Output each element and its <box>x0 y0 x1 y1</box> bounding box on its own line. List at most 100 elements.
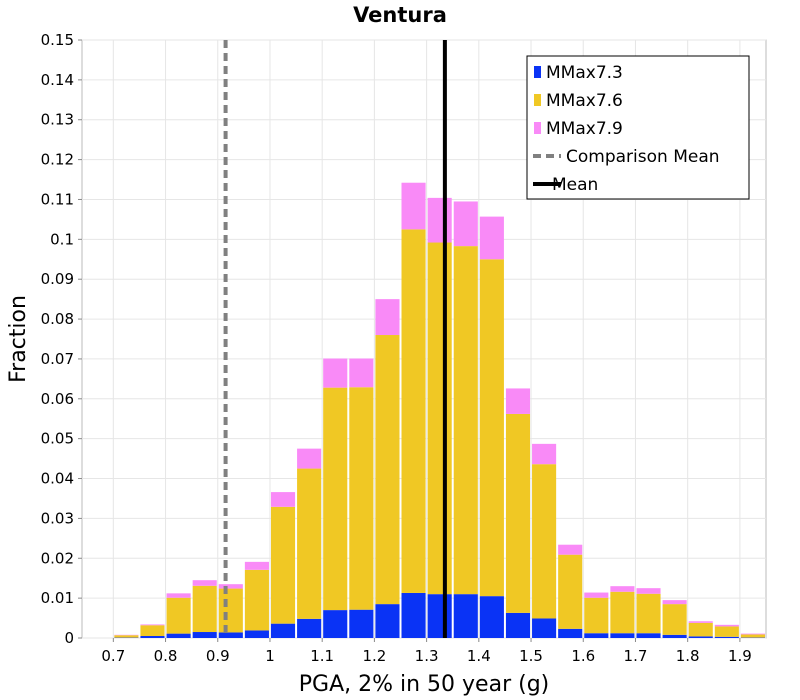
bar-mmax7-3 <box>479 596 504 638</box>
x-tick-label: 1.6 <box>571 647 595 665</box>
bar-mmax7-9 <box>401 182 426 230</box>
x-tick-label: 0.7 <box>101 647 125 665</box>
y-tick-label: 0.02 <box>41 549 74 567</box>
x-axis-ticks: 0.7 0.8 0.9 1 1.1 1.2 1.3 1.4 1.5 1.6 1.7 1.8 1.9 <box>101 638 752 665</box>
bar-mmax7-9 <box>453 201 478 247</box>
x-tick-label: 1.5 <box>519 647 543 665</box>
y-tick-label: 0.08 <box>41 310 74 328</box>
bar-mmax7-9 <box>714 624 739 627</box>
y-axis-ticks: 0 0.01 0.02 0.03 0.04 0.05 0.06 0.07 0.08 0.09 0.1… <box>41 31 82 647</box>
bar-mmax7-3 <box>218 632 243 638</box>
legend-label: Mean <box>552 175 598 195</box>
chart-title: Ventura <box>353 3 447 27</box>
bar-mmax7-6 <box>349 387 374 610</box>
bar-mmax7-9 <box>244 561 269 570</box>
bar-mmax7-9 <box>297 448 322 469</box>
bar-mmax7-6 <box>244 569 269 631</box>
legend-swatch <box>534 122 541 134</box>
bar-mmax7-9 <box>349 358 374 388</box>
bar-mmax7-9 <box>558 544 583 555</box>
bar-mmax7-9 <box>427 197 452 243</box>
x-axis-label: PGA, 2% in 50 year (g) <box>299 672 550 697</box>
legend-swatch <box>534 94 541 106</box>
bar-mmax7-6 <box>688 622 713 637</box>
bar-mmax7-6 <box>532 464 557 619</box>
bar-mmax7-9 <box>688 621 713 623</box>
y-tick-label: 0.05 <box>41 430 74 448</box>
y-tick-label: 0.06 <box>41 390 74 408</box>
bar-mmax7-9 <box>140 624 165 626</box>
x-tick-label: 1.9 <box>728 647 752 665</box>
bar-mmax7-6 <box>453 246 478 595</box>
bar-mmax7-6 <box>427 242 452 595</box>
bar-mmax7-9 <box>192 580 217 586</box>
y-tick-label: 0.07 <box>41 350 74 368</box>
bar-mmax7-9 <box>532 443 557 465</box>
y-axis-label: Fraction <box>6 295 31 383</box>
bar-mmax7-6 <box>166 597 191 634</box>
legend-label: MMax7.3 <box>546 63 623 83</box>
bar-mmax7-3 <box>166 633 191 638</box>
bar-mmax7-9 <box>740 633 765 635</box>
x-tick-label: 1.7 <box>624 647 648 665</box>
bar-mmax7-9 <box>270 492 296 507</box>
bar-mmax7-3 <box>427 594 452 638</box>
bar-mmax7-3 <box>532 618 557 638</box>
bar-mmax7-3 <box>636 633 661 638</box>
bar-mmax7-3 <box>505 612 531 638</box>
bar-mmax7-9 <box>375 299 400 336</box>
bar-mmax7-3 <box>323 610 348 638</box>
y-tick-label: 0.03 <box>41 509 74 527</box>
legend-box <box>526 55 750 200</box>
bar-mmax7-9 <box>662 600 687 605</box>
x-tick-label: 1.1 <box>310 647 334 665</box>
y-tick-label: 0.1 <box>50 230 74 248</box>
bar-mmax7-6 <box>740 634 765 638</box>
bar-mmax7-6 <box>218 588 243 633</box>
legend: MMax7.3 MMax7.6 MMax7.9 Comparison Mean Mean <box>526 55 750 200</box>
bar-mmax7-3 <box>688 636 713 638</box>
bar-mmax7-6 <box>584 597 609 634</box>
bar-mmax7-6 <box>662 604 687 635</box>
legend-label: MMax7.9 <box>546 119 623 139</box>
x-tick-label: 0.8 <box>154 647 178 665</box>
y-tick-label: 0.09 <box>41 270 74 288</box>
y-tick-label: 0.11 <box>41 190 74 208</box>
bar-mmax7-9 <box>323 358 348 388</box>
x-tick-label: 1.3 <box>415 647 439 665</box>
legend-label: Comparison Mean <box>566 147 720 167</box>
mean-lines <box>223 40 447 638</box>
bar-mmax7-3 <box>297 618 322 638</box>
bar-mmax7-3 <box>192 632 217 638</box>
bar-mmax7-3 <box>714 636 739 638</box>
bar-mmax7-6 <box>192 585 217 633</box>
bar-mmax7-9 <box>610 586 635 592</box>
bar-mmax7-6 <box>375 335 400 605</box>
bar-mmax7-6 <box>114 635 139 638</box>
x-tick-label: 1 <box>265 647 275 665</box>
bars <box>114 182 765 638</box>
bar-mmax7-6 <box>558 554 583 629</box>
bar-mmax7-9 <box>636 588 661 594</box>
bar-mmax7-6 <box>479 259 504 597</box>
bar-mmax7-9 <box>479 216 504 260</box>
legend-swatch <box>534 66 541 78</box>
bar-mmax7-6 <box>505 413 531 613</box>
bar-mmax7-6 <box>636 593 661 634</box>
bar-mmax7-6 <box>610 591 635 634</box>
bar-mmax7-3 <box>270 623 296 638</box>
x-tick-label: 1.4 <box>467 647 491 665</box>
y-tick-label: 0 <box>64 629 74 647</box>
bar-mmax7-3 <box>610 633 635 638</box>
y-tick-label: 0.15 <box>41 31 74 49</box>
bar-mmax7-6 <box>401 229 426 593</box>
bar-mmax7-9 <box>166 593 191 598</box>
bar-mmax7-9 <box>218 584 243 589</box>
bar-mmax7-9 <box>584 592 609 598</box>
bar-mmax7-3 <box>375 604 400 638</box>
bar-mmax7-3 <box>401 592 426 638</box>
bar-mmax7-3 <box>244 630 269 638</box>
y-tick-label: 0.01 <box>41 589 74 607</box>
y-tick-label: 0.12 <box>41 151 74 169</box>
